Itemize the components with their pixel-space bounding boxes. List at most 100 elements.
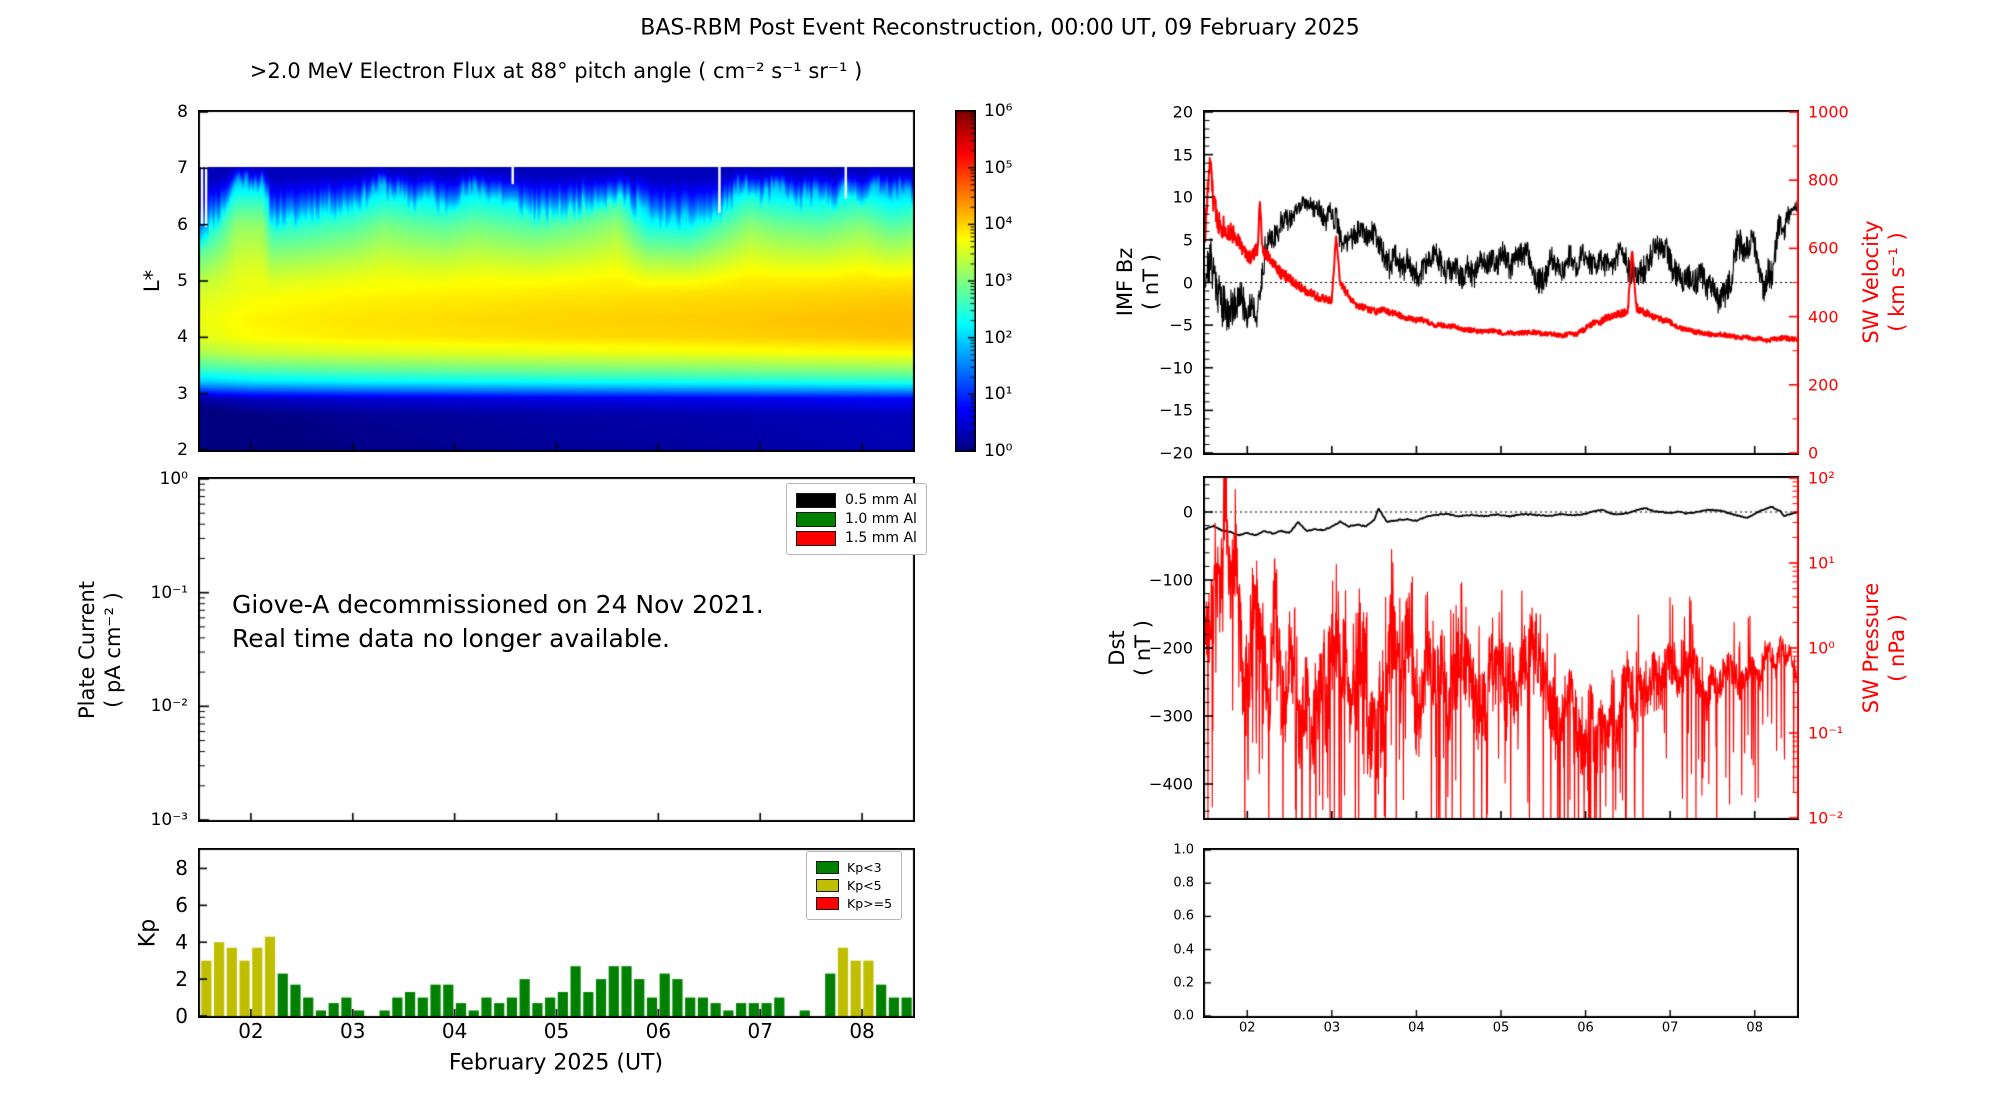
tick-label: 10¹ xyxy=(1808,553,1835,573)
tick-label: 02 xyxy=(238,1019,264,1043)
tick-label: −5 xyxy=(1169,315,1193,335)
legend-label: 1.5 mm Al xyxy=(845,530,917,546)
legend-item: 1.5 mm Al xyxy=(796,530,917,546)
giove-message-line1: Giove-A decommissioned on 24 Nov 2021. xyxy=(232,590,764,619)
tick-label: 03 xyxy=(340,1019,366,1043)
tick-label: 8 xyxy=(175,856,188,881)
tick-label: 0.0 xyxy=(1173,1008,1194,1024)
tick-label: 20 xyxy=(1172,102,1193,122)
legend-item: Kp<5 xyxy=(816,878,892,893)
giove-message-line2: Real time data no longer available. xyxy=(232,624,670,653)
empty-axes-canvas xyxy=(1203,848,1799,1018)
tick-label: 10 xyxy=(1172,187,1193,207)
dst-canvas xyxy=(1203,476,1799,820)
flux-spectrogram-panel xyxy=(198,110,915,452)
sw-velocity-axis-label: SW Velocity ( km s⁻¹ ) xyxy=(1858,220,1909,344)
legend-swatch-icon xyxy=(816,897,839,910)
tick-label: −10 xyxy=(1159,358,1193,378)
tick-label: 0.6 xyxy=(1173,908,1194,924)
legend-swatch-icon xyxy=(796,530,836,546)
kp-y-axis-label: Kp xyxy=(135,918,161,948)
legend-label: Kp>=5 xyxy=(847,896,893,911)
tick-label: 800 xyxy=(1808,170,1839,190)
tick-label: 10² xyxy=(1808,468,1835,488)
empty-panel xyxy=(1203,848,1799,1018)
tick-label: 06 xyxy=(1577,1020,1594,1036)
tick-label: 10⁻¹ xyxy=(150,582,188,603)
tick-label: 600 xyxy=(1808,238,1839,258)
tick-label: 15 xyxy=(1172,145,1193,165)
flux-panel-title: >2.0 MeV Electron Flux at 88° pitch angl… xyxy=(249,59,863,83)
flux-y-axis-label: L* xyxy=(139,269,164,293)
tick-label: 6 xyxy=(175,893,188,918)
imf-bz-canvas xyxy=(1203,110,1799,455)
tick-label: 0.8 xyxy=(1173,875,1194,891)
legend-item: Kp<3 xyxy=(816,860,892,875)
tick-label: 10⁰ xyxy=(984,441,1013,461)
tick-label: 10⁻¹ xyxy=(1808,723,1844,743)
tick-label: −20 xyxy=(1159,443,1193,463)
flux-colorbar xyxy=(955,110,976,452)
kp-index-panel xyxy=(198,848,915,1018)
sw-pressure-axis-label: SW Pressure ( nPa ) xyxy=(1858,582,1909,714)
tick-label: 0 xyxy=(1182,502,1193,522)
tick-label: 10⁶ xyxy=(984,101,1013,121)
tick-label: 0.2 xyxy=(1173,975,1194,991)
kp-legend: Kp<3 Kp<5 Kp>=5 xyxy=(806,851,903,920)
tick-label: 5 xyxy=(1182,230,1193,250)
tick-label: 400 xyxy=(1808,307,1839,327)
kp-bars-canvas xyxy=(198,848,915,1018)
legend-label: Kp<5 xyxy=(847,878,882,893)
colorbar-canvas xyxy=(955,110,976,452)
tick-label: 04 xyxy=(1408,1020,1425,1036)
tick-label: 10³ xyxy=(984,271,1013,291)
imf-y-axis-label: IMF Bz ( nT ) xyxy=(1112,247,1163,317)
legend-swatch-icon xyxy=(796,511,836,527)
tick-label: 0 xyxy=(1808,443,1819,463)
tick-label: 7 xyxy=(177,158,188,179)
legend-item: 1.0 mm Al xyxy=(796,511,917,527)
tick-label: 07 xyxy=(1661,1020,1679,1036)
legend-swatch-icon xyxy=(816,861,839,874)
tick-label: 07 xyxy=(747,1019,773,1043)
tick-label: 08 xyxy=(849,1019,875,1043)
tick-label: 4 xyxy=(177,327,188,348)
tick-label: 06 xyxy=(645,1019,672,1043)
legend-item: 0.5 mm Al xyxy=(796,492,917,508)
tick-label: 10⁰ xyxy=(1808,638,1835,658)
tick-label: 1.0 xyxy=(1173,842,1194,858)
tick-label: 0.4 xyxy=(1173,942,1194,958)
tick-label: −300 xyxy=(1149,706,1193,726)
tick-label: 2 xyxy=(175,967,188,992)
tick-label: −100 xyxy=(1149,570,1193,590)
tick-label: 10⁻³ xyxy=(150,810,188,830)
tick-label: 10⁰ xyxy=(159,469,188,489)
tick-label: 10¹ xyxy=(984,384,1013,405)
tick-label: 05 xyxy=(1492,1020,1510,1036)
tick-label: 04 xyxy=(441,1019,468,1043)
legend-label: Kp<3 xyxy=(847,860,882,875)
tick-label: 0 xyxy=(175,1004,188,1028)
tick-label: 05 xyxy=(543,1019,570,1043)
tick-label: 5 xyxy=(177,271,188,291)
legend-swatch-icon xyxy=(796,492,836,508)
tick-label: 10⁻² xyxy=(150,696,188,717)
tick-label: 0 xyxy=(1182,273,1193,292)
legend-swatch-icon xyxy=(816,879,839,892)
legend-label: 0.5 mm Al xyxy=(845,492,917,508)
tick-label: −400 xyxy=(1149,774,1193,794)
flux-heatmap-canvas xyxy=(198,110,915,452)
tick-label: 10⁻² xyxy=(1808,808,1844,828)
tick-label: 3 xyxy=(177,383,188,404)
plate-y-axis-label: Plate Current ( pA cm⁻² ) xyxy=(74,580,125,720)
kp-x-axis-label: February 2025 (UT) xyxy=(448,1050,664,1076)
tick-label: −15 xyxy=(1159,400,1193,420)
tick-label: 2 xyxy=(177,440,188,460)
tick-label: 02 xyxy=(1239,1020,1256,1036)
tick-label: 200 xyxy=(1808,375,1839,395)
figure-title: BAS-RBM Post Event Reconstruction, 00:00… xyxy=(640,15,1360,41)
tick-label: 10⁵ xyxy=(984,157,1013,178)
tick-label: 10⁴ xyxy=(984,214,1013,235)
tick-label: −200 xyxy=(1149,638,1193,658)
